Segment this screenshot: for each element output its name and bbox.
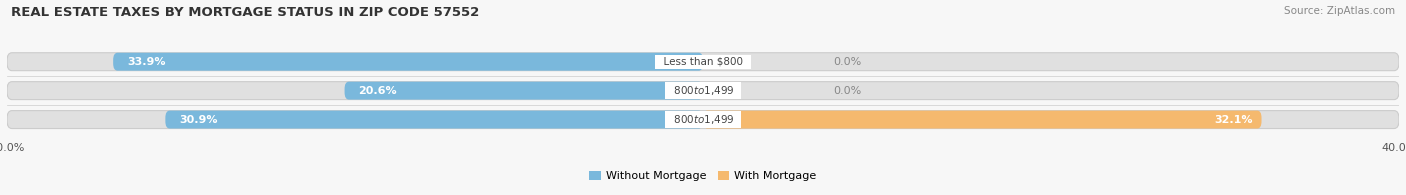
FancyBboxPatch shape (112, 53, 703, 71)
Text: Less than $800: Less than $800 (657, 57, 749, 67)
FancyBboxPatch shape (344, 82, 703, 100)
Text: 20.6%: 20.6% (359, 86, 396, 96)
FancyBboxPatch shape (703, 111, 1261, 129)
FancyBboxPatch shape (7, 111, 1399, 129)
Text: Source: ZipAtlas.com: Source: ZipAtlas.com (1284, 6, 1395, 16)
Text: 30.9%: 30.9% (180, 115, 218, 125)
FancyBboxPatch shape (7, 82, 1399, 100)
Text: 33.9%: 33.9% (127, 57, 166, 67)
Text: REAL ESTATE TAXES BY MORTGAGE STATUS IN ZIP CODE 57552: REAL ESTATE TAXES BY MORTGAGE STATUS IN … (11, 6, 479, 19)
FancyBboxPatch shape (166, 111, 703, 129)
FancyBboxPatch shape (7, 53, 1399, 71)
Text: 32.1%: 32.1% (1215, 115, 1253, 125)
Text: $800 to $1,499: $800 to $1,499 (666, 113, 740, 126)
Text: $800 to $1,499: $800 to $1,499 (666, 84, 740, 97)
Text: 0.0%: 0.0% (834, 57, 862, 67)
Legend: Without Mortgage, With Mortgage: Without Mortgage, With Mortgage (585, 166, 821, 186)
Text: 0.0%: 0.0% (834, 86, 862, 96)
